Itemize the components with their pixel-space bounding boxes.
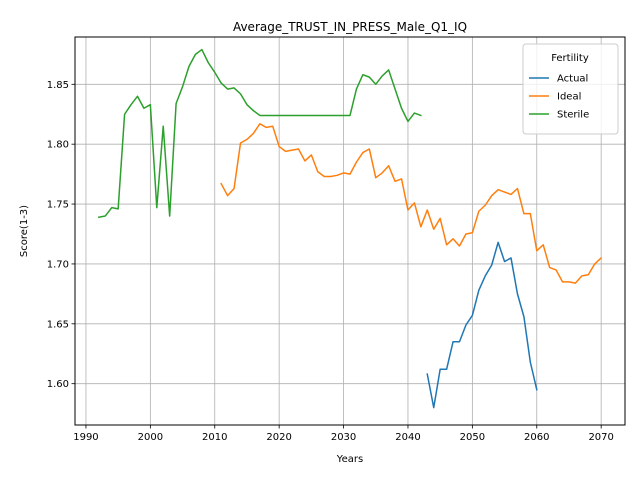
series-line-actual (426, 241, 538, 409)
y-tick-label: 1.65 (47, 319, 69, 330)
legend-label-ideal: Ideal (557, 92, 581, 103)
y-axis-label: Score(1-3) (19, 205, 30, 257)
x-tick-label: 2040 (395, 432, 420, 443)
y-tick-label: 1.85 (47, 80, 69, 91)
y-tick-label: 1.80 (47, 140, 69, 151)
plot-area-frame (74, 36, 626, 426)
legend-box (522, 43, 619, 135)
chart-title: Average_TRUST_IN_PRESS_Male_Q1_IQ (233, 20, 467, 34)
legend-label-actual: Actual (557, 74, 588, 85)
series-lines (97, 48, 603, 409)
y-tick-label: 1.60 (47, 379, 69, 390)
x-tick-label: 2010 (202, 432, 227, 443)
legend-items: Actual Ideal Sterile (529, 74, 589, 121)
x-tick-label: 2030 (331, 432, 356, 443)
y-tick-label: 1.75 (47, 200, 69, 211)
x-axis-label: Years (336, 454, 363, 465)
series-line-sterile (97, 48, 422, 219)
legend-title: Fertility (551, 53, 589, 64)
x-tick-label: 1990 (73, 432, 98, 443)
legend-label-sterile: Sterile (557, 110, 589, 121)
x-tick-label: 2000 (138, 432, 163, 443)
y-tick-label: 1.70 (47, 259, 69, 270)
x-tick-label: 2020 (266, 432, 291, 443)
x-tick-label: 2050 (460, 432, 485, 443)
y-axis-ticks: 1.60 1.65 1.70 1.75 1.80 1.85 (47, 80, 75, 390)
x-axis-ticks: 1990 2000 2010 2020 2030 2040 2050 2060 2070 (73, 425, 614, 443)
series-line-ideal (220, 123, 603, 284)
legend: Fertility Actual Ideal Sterile (522, 43, 619, 135)
x-tick-label: 2070 (588, 432, 613, 443)
x-tick-label: 2060 (524, 432, 549, 443)
